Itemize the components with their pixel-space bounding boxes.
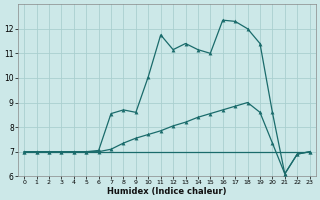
X-axis label: Humidex (Indice chaleur): Humidex (Indice chaleur) [107, 187, 227, 196]
